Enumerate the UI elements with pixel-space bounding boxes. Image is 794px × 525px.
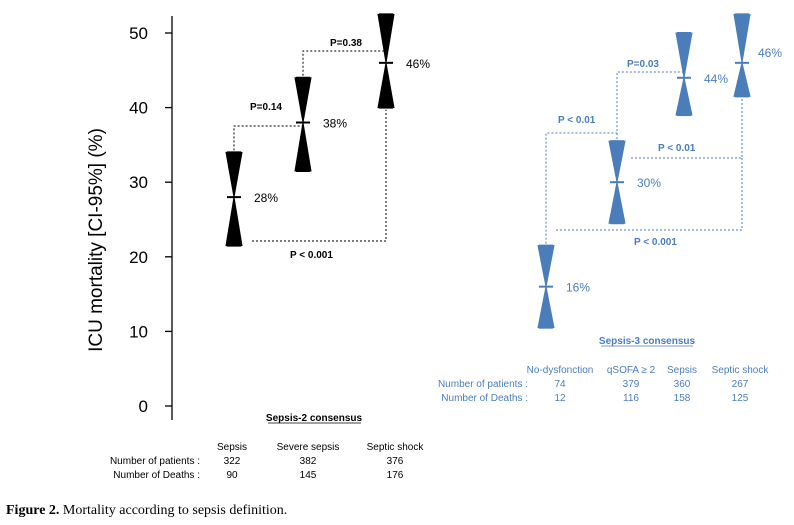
y-axis: 0 10 20 30 40 50 ICU mortality [CI-95%] (%) <box>86 16 173 420</box>
deaths-count: 90 <box>226 470 238 481</box>
ci-marker <box>225 151 243 247</box>
ci-lower-triangle <box>377 62 395 109</box>
figure-caption: Figure 2. Mortality according to sepsis … <box>6 503 287 519</box>
comparison-label: P < 0.01 <box>558 115 596 126</box>
patients-count: 322 <box>224 456 241 467</box>
ci-marker <box>733 13 751 98</box>
y-tick-label: 50 <box>129 24 148 43</box>
comparison-line <box>631 98 743 159</box>
deaths-count: 12 <box>554 393 566 404</box>
deaths-count: 145 <box>300 470 317 481</box>
deaths-count: 125 <box>732 393 749 404</box>
y-tick-label: 20 <box>129 248 148 267</box>
point-label: 30% <box>637 176 661 190</box>
patients-count: 379 <box>623 379 640 390</box>
group-name: Septic shock <box>712 365 770 376</box>
comparison-label: P < 0.001 <box>634 237 677 248</box>
sepsis-2-panel: 28% 38% 46% P=0.14 P=0.38 P < 0.001 Sepsis-2 c… <box>110 13 430 481</box>
ci-marker <box>675 32 693 117</box>
group-name: No-dysfonction <box>527 365 594 376</box>
ci-upper-triangle <box>225 151 243 198</box>
ci-lower-triangle <box>294 122 312 172</box>
group-name: qSOFA ≥ 2 <box>607 365 656 376</box>
point-label: 46% <box>758 46 782 60</box>
ci-marker <box>377 13 395 109</box>
comparison-line <box>302 50 386 76</box>
ci-lower-triangle <box>225 197 243 247</box>
comparison-label: P < 0.01 <box>658 143 696 154</box>
row-label-deaths: Number of Deaths : <box>441 393 528 404</box>
ci-upper-triangle <box>294 77 312 123</box>
comparison-line <box>545 132 617 244</box>
patients-count: 382 <box>300 456 317 467</box>
sepsis-3-panel: 16% 30% 44% 46% P < 0.01 P=0.03 P < 0.01 P < 0.… <box>438 13 782 404</box>
ci-marker <box>294 76 312 173</box>
ci-upper-triangle <box>733 13 751 63</box>
y-tick-label: 40 <box>129 99 148 118</box>
group-name: Sepsis <box>217 442 247 453</box>
deaths-count: 176 <box>387 470 404 481</box>
ci-lower-triangle <box>675 77 693 116</box>
point-label: 44% <box>704 72 728 86</box>
ci-upper-triangle <box>377 13 395 63</box>
point-label: 46% <box>406 57 430 71</box>
patients-count: 376 <box>387 456 404 467</box>
ci-marker <box>537 244 555 329</box>
group-name: Severe sepsis <box>277 442 340 453</box>
patients-count: 74 <box>554 379 566 390</box>
panel-title: Sepsis-3 consensus <box>599 336 696 347</box>
comparison-label: P=0.38 <box>330 38 362 49</box>
row-label-deaths: Number of Deaths : <box>113 470 200 481</box>
deaths-count: 116 <box>623 393 639 404</box>
y-tick-label: 30 <box>129 173 148 192</box>
comparison-line <box>252 109 387 242</box>
ci-lower-triangle <box>608 182 626 224</box>
comparison-label: P=0.03 <box>627 59 659 70</box>
figure-caption-text: Mortality according to sepsis definition… <box>62 503 288 518</box>
ci-lower-triangle <box>537 286 555 329</box>
ci-upper-triangle <box>537 245 555 287</box>
figure-caption-label: Figure 2. <box>6 503 60 518</box>
panel-title: Sepsis-2 consensus <box>266 413 363 424</box>
comparison-line <box>556 158 743 231</box>
point-label: 28% <box>254 191 278 205</box>
row-label-patients: Number of patients : <box>438 379 528 390</box>
point-label: 16% <box>566 281 590 295</box>
row-label-patients: Number of patients : <box>110 456 200 467</box>
ci-upper-triangle <box>675 32 693 78</box>
patients-count: 267 <box>732 379 749 390</box>
comparison-line <box>616 71 684 140</box>
ci-marker <box>608 140 626 225</box>
comparison-label: P=0.14 <box>250 102 282 113</box>
ci-upper-triangle <box>608 140 626 183</box>
y-tick-label: 10 <box>129 322 148 341</box>
y-axis-label: ICU mortality [CI-95%] (%) <box>86 128 107 352</box>
comparison-label: P < 0.001 <box>290 250 333 261</box>
group-name: Septic shock <box>367 442 425 453</box>
patients-count: 360 <box>674 379 691 390</box>
y-tick-label: 0 <box>139 397 148 416</box>
deaths-count: 158 <box>674 393 691 404</box>
group-name: Sepsis <box>667 365 697 376</box>
ci-lower-triangle <box>733 62 751 97</box>
point-label: 38% <box>323 117 347 131</box>
comparison-line <box>233 125 303 151</box>
